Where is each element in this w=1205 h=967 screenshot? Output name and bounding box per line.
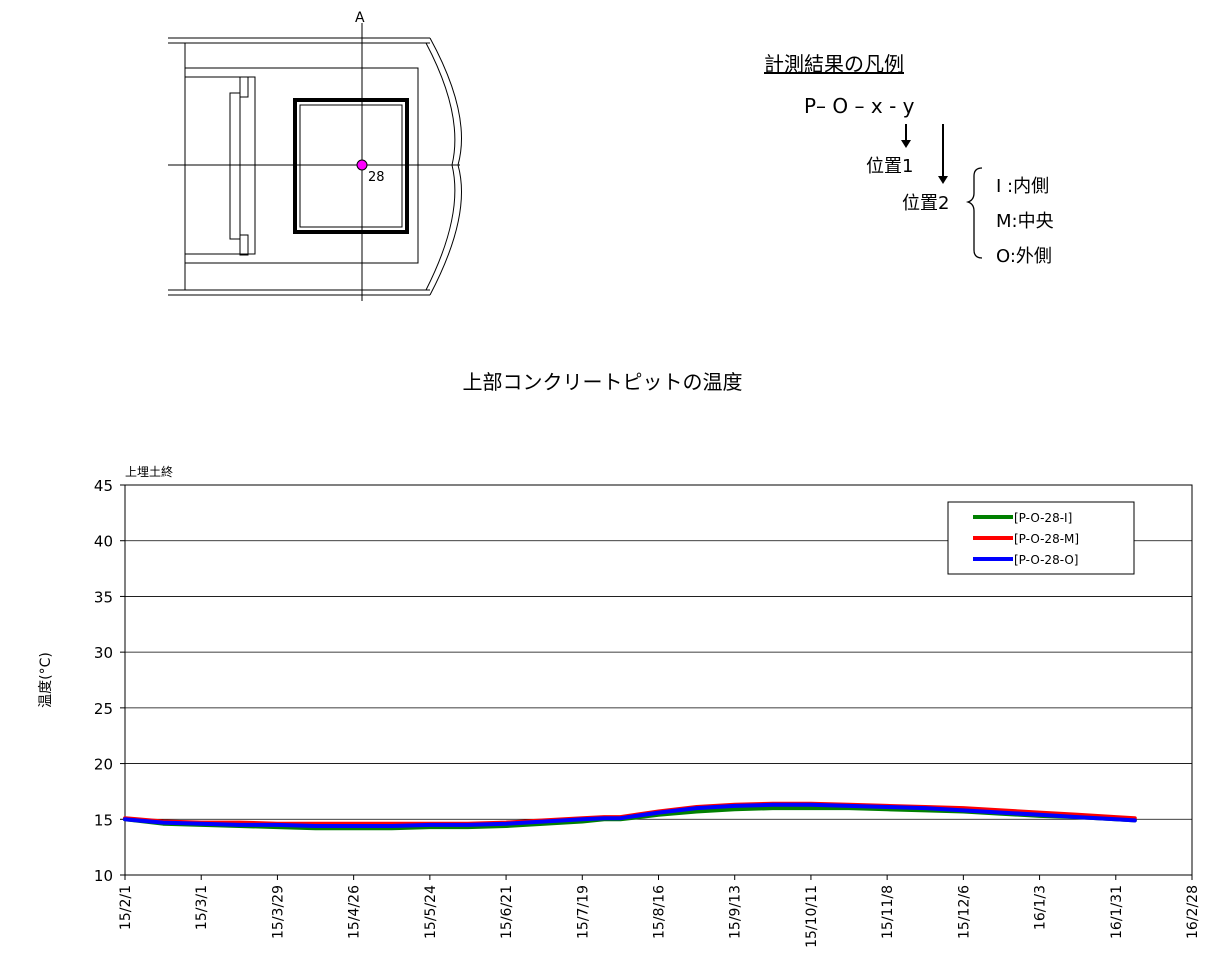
x-tick-label: 15/3/1 bbox=[194, 885, 210, 930]
legend-key-position1: 位置1 bbox=[866, 156, 914, 177]
x-tick-label: 15/11/8 bbox=[880, 885, 896, 939]
legend-key-position2: 位置2 bbox=[902, 193, 950, 214]
temperature-chart: 10 15 20 25 30 35 40 45 15/2/1 15/3/1 15/3/29 15/4/… bbox=[38, 464, 1201, 948]
y-tick-label: 25 bbox=[94, 700, 113, 718]
x-tick-label: 15/3/29 bbox=[270, 885, 286, 939]
x-tick-label: 15/8/16 bbox=[652, 885, 668, 939]
x-tick-label: 15/6/21 bbox=[499, 885, 515, 939]
y-tick-label: 45 bbox=[94, 477, 113, 495]
point-label: 28 bbox=[368, 170, 385, 185]
series-line bbox=[123, 802, 1137, 828]
chart-annotation: 上埋土終 bbox=[125, 464, 173, 479]
chart-title: 上部コンクリートピットの温度 bbox=[462, 370, 743, 394]
y-tick-label: 10 bbox=[94, 867, 113, 885]
legend-label: [P-O-28-M] bbox=[1014, 532, 1079, 546]
y-tick-label: 15 bbox=[94, 811, 113, 829]
y-tick-label: 30 bbox=[94, 644, 113, 662]
y-tick-label: 20 bbox=[94, 756, 113, 774]
x-tick-label: 15/5/24 bbox=[423, 885, 439, 939]
legend-key-arrows bbox=[901, 124, 983, 259]
x-tick-label: 16/1/31 bbox=[1109, 885, 1125, 939]
x-tick-label: 15/4/26 bbox=[347, 885, 363, 939]
legend-label: [P-O-28-I] bbox=[1014, 511, 1072, 525]
legend-key-code: P– O – x - y bbox=[804, 94, 915, 118]
y-tick-label: 35 bbox=[94, 588, 113, 606]
legend-key: 計測結果の凡例 P– O – x - y 位置1 位置2 I :内側 M:中央 … bbox=[760, 48, 1120, 278]
y-tick-label: 40 bbox=[94, 533, 113, 551]
plan-diagram: A 28 bbox=[168, 10, 462, 301]
section-label: A bbox=[355, 10, 365, 26]
x-tick-label: 16/2/28 bbox=[1185, 885, 1201, 939]
x-tick-label: 15/10/11 bbox=[804, 885, 820, 948]
legend-key-title: 計測結果の凡例 bbox=[764, 52, 904, 76]
y-axis-label: 温度(°C) bbox=[38, 652, 54, 708]
x-tick-label: 15/2/1 bbox=[118, 885, 134, 930]
legend-key-option: O:外側 bbox=[996, 246, 1052, 267]
x-tick-label: 15/7/19 bbox=[575, 885, 591, 939]
x-tick-label: 15/9/13 bbox=[728, 885, 744, 939]
legend-key-option: I :内側 bbox=[996, 176, 1050, 197]
legend-key-option: M:中央 bbox=[996, 211, 1054, 232]
legend-label: [P-O-28-O] bbox=[1014, 553, 1079, 567]
measurement-point bbox=[356, 159, 368, 171]
x-tick-label: 15/12/6 bbox=[956, 885, 972, 939]
x-tick-label: 16/1/3 bbox=[1033, 885, 1049, 930]
